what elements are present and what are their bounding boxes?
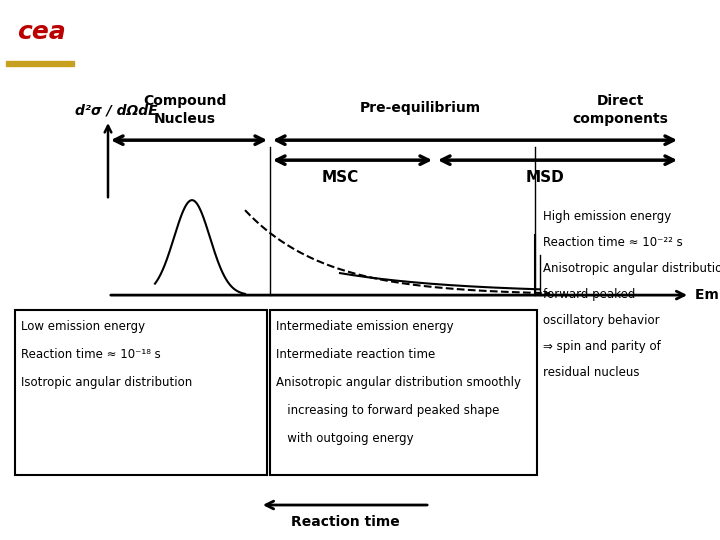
Text: Reaction time: Reaction time xyxy=(291,515,400,529)
Text: residual nucleus: residual nucleus xyxy=(543,366,639,379)
Text: DE LA RECHERCHE À L'INDUSTRIE: DE LA RECHERCHE À L'INDUSTRIE xyxy=(0,5,83,10)
Text: High emission energy: High emission energy xyxy=(543,210,671,223)
Text: Reaction time ≈ 10⁻¹⁸ s: Reaction time ≈ 10⁻¹⁸ s xyxy=(21,348,161,361)
Text: Low emission energy: Low emission energy xyxy=(21,320,145,333)
Text: Pre-equilibrium: Pre-equilibrium xyxy=(359,101,480,115)
Text: Direct
components: Direct components xyxy=(572,94,668,126)
Text: forward peaked: forward peaked xyxy=(543,288,635,301)
Bar xyxy=(15,310,267,475)
Text: Anisotropic angular distribution smoothly: Anisotropic angular distribution smoothl… xyxy=(276,376,521,389)
Text: Anisotropic angular distribution: Anisotropic angular distribution xyxy=(543,262,720,275)
Text: ⇒ spin and parity of: ⇒ spin and parity of xyxy=(543,340,661,353)
Text: d²σ / dΩdE: d²σ / dΩdE xyxy=(75,103,158,117)
Text: with outgoing energy: with outgoing energy xyxy=(276,432,413,445)
Text: Compound
Nucleus: Compound Nucleus xyxy=(143,94,227,126)
Text: Reaction time ≈ 10⁻²² s: Reaction time ≈ 10⁻²² s xyxy=(543,236,683,249)
Text: Intermediate emission energy: Intermediate emission energy xyxy=(276,320,454,333)
Bar xyxy=(6,61,74,66)
Text: Intermediate reaction time: Intermediate reaction time xyxy=(276,348,436,361)
Text: cea: cea xyxy=(17,19,66,44)
Text: oscillatory behavior: oscillatory behavior xyxy=(543,314,660,327)
Text: MSD: MSD xyxy=(526,170,564,185)
Text: TIME SCALES AND ASSOCIATED MODELS (2/4): TIME SCALES AND ASSOCIATED MODELS (2/4) xyxy=(108,25,641,45)
Text: Emission energy: Emission energy xyxy=(695,288,720,302)
Text: MSC: MSC xyxy=(321,170,359,185)
Text: Isotropic angular distribution: Isotropic angular distribution xyxy=(21,376,192,389)
Text: increasing to forward peaked shape: increasing to forward peaked shape xyxy=(276,404,500,417)
Bar xyxy=(6,9,78,62)
Bar xyxy=(270,310,537,475)
